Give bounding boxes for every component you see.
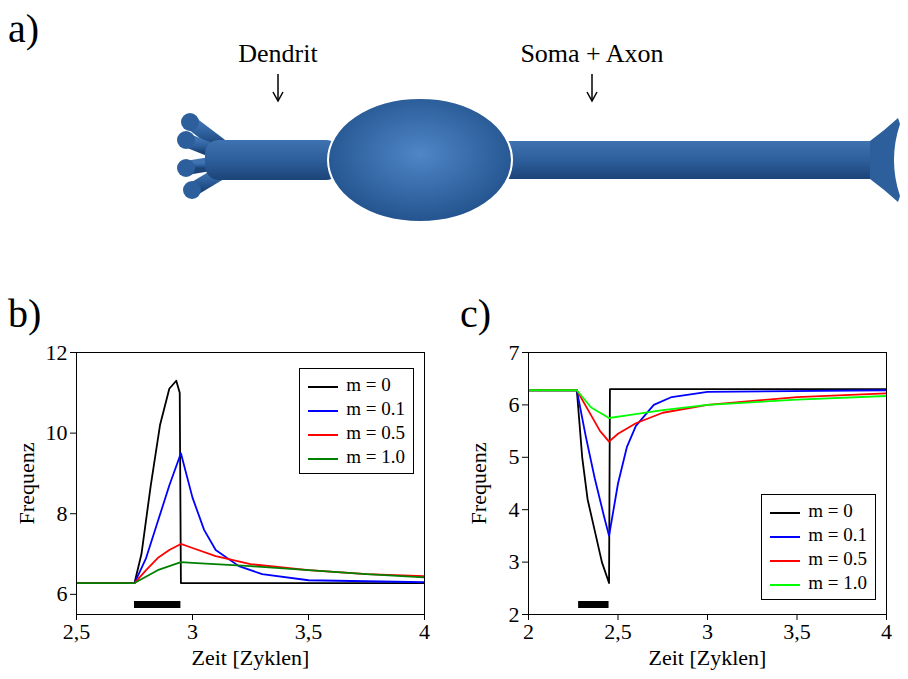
- html-text:m = 1.0: m = 1.0: [346, 446, 405, 467]
- svg-text:12: 12: [46, 340, 68, 365]
- svg-text:3,5: 3,5: [295, 619, 323, 644]
- html-text:m = 0: m = 0: [346, 374, 391, 395]
- html-text:m = 0.5: m = 0.5: [346, 422, 405, 443]
- svg-text:2: 2: [523, 619, 534, 644]
- svg-text:7: 7: [509, 340, 520, 365]
- svg-text:Dendrit: Dendrit: [238, 39, 318, 68]
- svg-text:4: 4: [419, 619, 430, 644]
- html-text:m = 0.1: m = 0.1: [808, 524, 867, 545]
- svg-text:5: 5: [509, 444, 520, 469]
- svg-text:3: 3: [187, 619, 198, 644]
- svg-text:Zeit [Zyklen]: Zeit [Zyklen]: [192, 645, 310, 670]
- svg-text:6: 6: [509, 392, 520, 417]
- svg-text:3,5: 3,5: [783, 619, 811, 644]
- svg-text:2,5: 2,5: [604, 619, 632, 644]
- html-text:c): c): [460, 291, 492, 336]
- svg-text:6: 6: [57, 581, 68, 606]
- svg-text:Frequenz: Frequenz: [14, 442, 39, 524]
- html-text:m = 0: m = 0: [808, 500, 853, 521]
- html-text:m = 0.1: m = 0.1: [346, 398, 405, 419]
- svg-text:10: 10: [46, 420, 68, 445]
- svg-text:8: 8: [57, 501, 68, 526]
- svg-text:Zeit [Zyklen]: Zeit [Zyklen]: [649, 645, 767, 670]
- html-text:b): b): [8, 291, 42, 336]
- svg-text:4: 4: [509, 497, 520, 522]
- html-text:m = 0.5: m = 0.5: [808, 548, 867, 569]
- svg-text:3: 3: [509, 549, 520, 574]
- html-text:m = 1.0: m = 1.0: [808, 572, 867, 593]
- svg-text:2: 2: [509, 602, 520, 627]
- svg-text:Frequenz: Frequenz: [466, 442, 491, 524]
- svg-text:2,5: 2,5: [63, 619, 91, 644]
- svg-text:Soma + Axon: Soma + Axon: [520, 39, 663, 68]
- svg-text:3: 3: [702, 619, 713, 644]
- svg-text:a): a): [8, 6, 39, 51]
- svg-text:4: 4: [881, 619, 892, 644]
